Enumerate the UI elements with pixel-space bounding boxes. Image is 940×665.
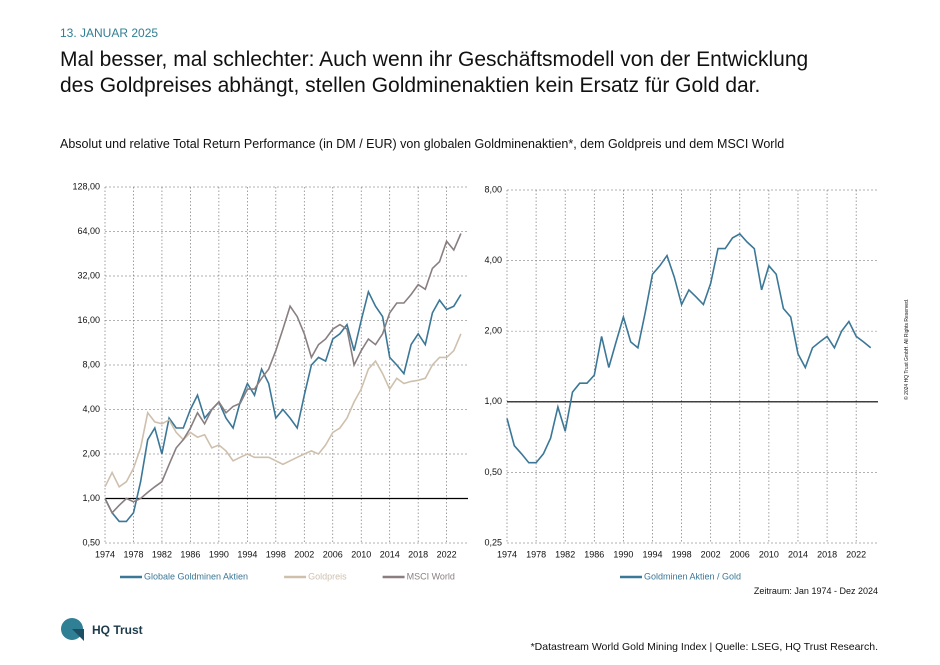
y-tick-label: 2,00 <box>82 448 100 458</box>
logo-text: HQ Trust <box>92 623 143 637</box>
x-tick-label: 2022 <box>846 549 866 559</box>
x-tick-label: 1974 <box>497 549 517 559</box>
x-tick-label: 1986 <box>180 549 200 559</box>
x-tick-label: 2022 <box>437 549 457 559</box>
x-tick-label: 1982 <box>555 549 575 559</box>
source: *Datastream World Gold Mining Index | Qu… <box>531 641 878 653</box>
x-tick-label: 2006 <box>323 549 343 559</box>
x-tick-label: 2018 <box>408 549 428 559</box>
y-tick-label: 32,00 <box>77 270 100 280</box>
x-tick-label: 1990 <box>613 549 633 559</box>
x-tick-label: 2014 <box>788 549 808 559</box>
copyright: © 2024 HQ Trust GmbH. All Rights Reserve… <box>903 299 910 400</box>
x-tick-label: 1990 <box>209 549 229 559</box>
y-tick-label: 0,50 <box>484 467 502 477</box>
x-tick-label: 1974 <box>95 549 115 559</box>
y-tick-label: 8,00 <box>82 359 100 369</box>
title-line: Mal besser, mal schlechter: Auch wenn ih… <box>60 48 808 71</box>
date: 13. JANUAR 2025 <box>60 26 158 40</box>
x-tick-label: 1982 <box>152 549 172 559</box>
x-tick-label: 2010 <box>351 549 371 559</box>
title-line: des Goldpreises abhängt, stellen Goldmin… <box>60 74 760 97</box>
x-tick-label: 1986 <box>584 549 604 559</box>
y-tick-label: 1,00 <box>484 396 502 406</box>
x-tick-label: 1998 <box>266 549 286 559</box>
y-tick-label: 64,00 <box>77 226 100 236</box>
x-tick-label: 2006 <box>730 549 750 559</box>
x-tick-label: 1978 <box>526 549 546 559</box>
y-tick-label: 128,00 <box>72 181 100 191</box>
x-tick-label: 2014 <box>380 549 400 559</box>
y-tick-label: 2,00 <box>484 326 502 336</box>
y-tick-label: 8,00 <box>484 184 502 194</box>
legend-label: MSCI World <box>407 571 455 581</box>
y-tick-label: 16,00 <box>77 315 100 325</box>
subtitle: Absolut und relative Total Return Perfor… <box>60 137 784 151</box>
x-tick-label: 1998 <box>672 549 692 559</box>
series-line <box>104 233 462 515</box>
x-tick-label: 1978 <box>123 549 143 559</box>
x-tick-label: 2018 <box>817 549 837 559</box>
legend-label: Globale Goldminen Aktien <box>144 571 248 581</box>
y-tick-label: 4,00 <box>484 255 502 265</box>
series-line <box>506 232 872 464</box>
y-tick-label: 1,00 <box>82 493 100 503</box>
x-tick-label: 2002 <box>294 549 314 559</box>
x-tick-label: 1994 <box>237 549 257 559</box>
y-tick-label: 0,25 <box>484 537 502 547</box>
x-tick-label: 2010 <box>759 549 779 559</box>
y-tick-label: 0,50 <box>82 537 100 547</box>
period: Zeitraum: Jan 1974 - Dez 2024 <box>754 586 878 596</box>
series-line <box>104 333 462 488</box>
legend-label: Goldpreis <box>308 571 347 581</box>
y-tick-label: 4,00 <box>82 404 100 414</box>
logo-icon <box>72 629 84 641</box>
x-tick-label: 1994 <box>642 549 662 559</box>
series-line <box>104 289 462 523</box>
logo: HQ Trust <box>61 618 143 641</box>
x-tick-label: 2002 <box>701 549 721 559</box>
legend-label: Goldminen Aktien / Gold <box>644 571 741 581</box>
